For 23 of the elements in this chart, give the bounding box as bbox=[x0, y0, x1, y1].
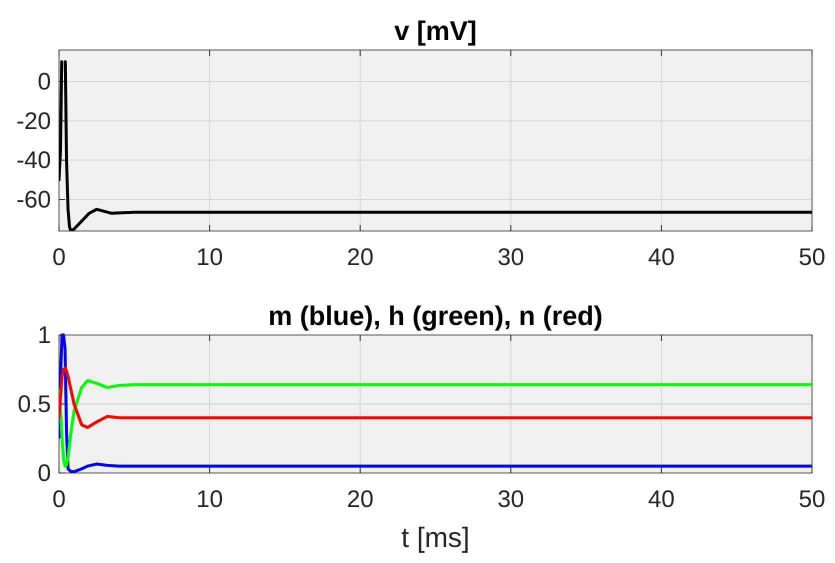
y-tick-label: -60 bbox=[16, 186, 51, 214]
y-tick-label: 0 bbox=[38, 68, 51, 96]
chart-title: m (blue), h (green), n (red) bbox=[268, 301, 603, 331]
x-tick-label: 20 bbox=[346, 244, 374, 271]
x-tick-label: 50 bbox=[798, 244, 826, 271]
x-axis-title: t [ms] bbox=[401, 522, 470, 553]
x-tick-label: 10 bbox=[196, 486, 223, 513]
chart-title: v [mV] bbox=[394, 16, 477, 46]
y-tick-label: -40 bbox=[16, 147, 51, 174]
line-series bbox=[59, 379, 812, 468]
x-tick-label: 50 bbox=[798, 486, 826, 513]
x-tick-label: 30 bbox=[497, 244, 524, 271]
y-tick-label: -20 bbox=[16, 108, 51, 135]
x-tick-label: 20 bbox=[346, 486, 374, 513]
y-tick-label: 0.5 bbox=[18, 391, 51, 418]
line-series bbox=[59, 334, 812, 473]
x-tick-label: 10 bbox=[196, 244, 223, 271]
x-tick-label: 30 bbox=[497, 486, 524, 513]
x-tick-label: 40 bbox=[648, 486, 675, 513]
line-series bbox=[59, 366, 812, 429]
x-tick-label: 40 bbox=[648, 244, 675, 271]
y-tick-label: 1 bbox=[38, 322, 51, 349]
y-tick-label: 0 bbox=[38, 460, 51, 487]
